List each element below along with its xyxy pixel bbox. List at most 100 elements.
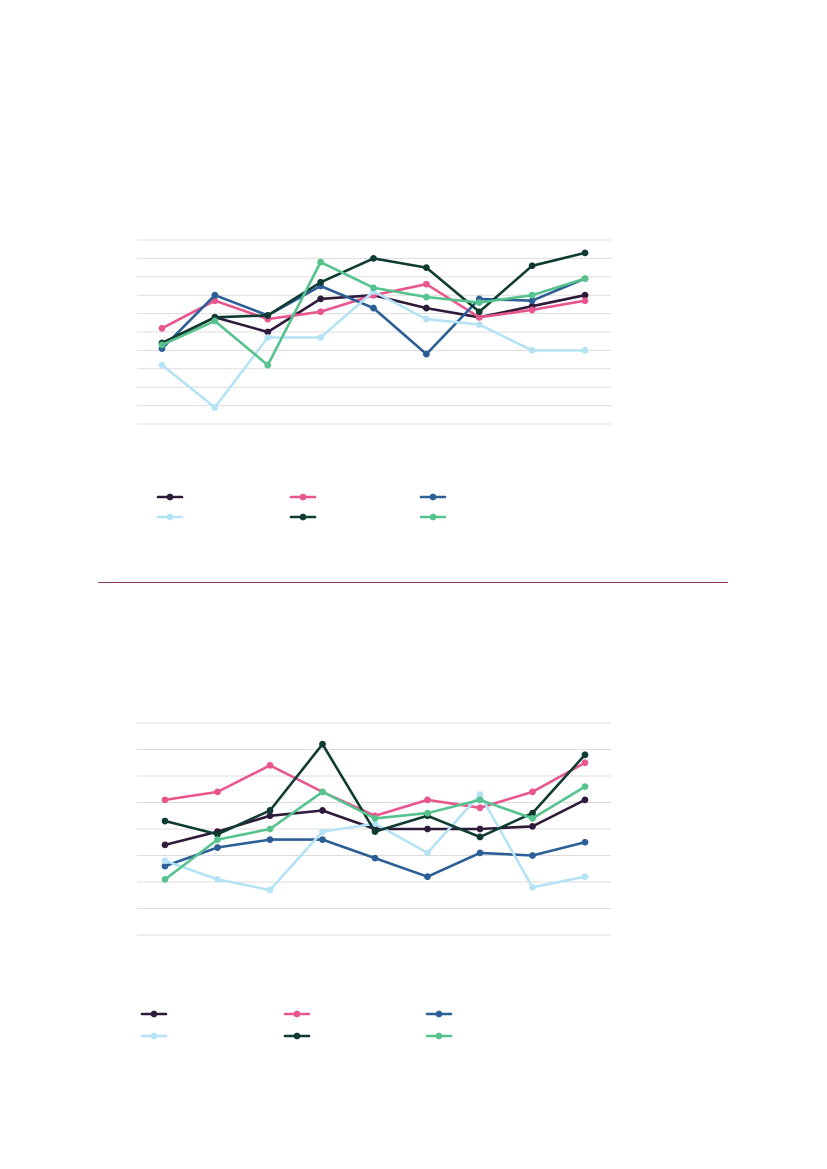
data-point <box>266 886 274 894</box>
data-point <box>370 284 377 292</box>
data-point <box>528 262 536 270</box>
data-point <box>158 361 166 369</box>
data-point <box>319 788 326 796</box>
legend-dot <box>293 1010 301 1018</box>
data-point <box>476 804 484 812</box>
legend-marker-6 <box>419 513 447 521</box>
legend-dot <box>150 1010 158 1018</box>
data-point <box>264 312 272 319</box>
series-line-2 <box>161 759 589 820</box>
data-point <box>266 836 274 843</box>
series-line-6 <box>158 258 589 369</box>
data-point <box>211 291 219 299</box>
line-chart-2 <box>137 722 611 1040</box>
data-point <box>161 841 169 849</box>
legend-marker-6 <box>425 1032 453 1040</box>
data-point <box>581 291 589 299</box>
data-point <box>214 844 221 851</box>
legend-dot <box>166 513 174 521</box>
series-path <box>163 793 587 892</box>
data-point <box>581 759 589 767</box>
data-point <box>528 297 536 305</box>
data-point <box>422 304 430 312</box>
data-point <box>214 875 221 883</box>
series-path <box>163 761 587 818</box>
data-point <box>581 838 589 846</box>
data-point <box>424 796 431 804</box>
data-point <box>422 264 430 271</box>
legend-marker-1 <box>156 493 184 501</box>
data-point <box>214 788 221 796</box>
data-point <box>317 295 325 303</box>
data-point <box>158 341 166 349</box>
data-point <box>424 809 431 817</box>
section-divider <box>98 582 728 583</box>
data-point <box>528 347 536 354</box>
data-point <box>371 820 379 828</box>
series-line-4 <box>158 288 589 411</box>
data-point <box>214 836 221 843</box>
data-point <box>581 249 589 257</box>
data-point <box>581 275 589 283</box>
data-point <box>581 297 589 305</box>
data-point <box>211 404 219 411</box>
data-point <box>266 812 274 820</box>
data-point <box>371 828 379 836</box>
data-point <box>528 291 536 299</box>
data-point <box>211 317 219 325</box>
data-point <box>475 308 483 316</box>
data-point <box>319 807 326 814</box>
legend-marker-2 <box>283 1010 311 1018</box>
data-point <box>581 751 589 759</box>
data-point <box>317 278 325 286</box>
data-point <box>529 852 536 859</box>
data-point <box>158 324 166 332</box>
data-point <box>161 875 169 883</box>
series-line-6 <box>161 783 589 883</box>
data-point <box>317 334 325 341</box>
data-point <box>424 849 431 857</box>
data-point <box>211 297 219 305</box>
data-point <box>371 815 379 822</box>
line-chart-1 <box>137 239 611 521</box>
data-point <box>476 833 484 841</box>
data-point <box>529 788 536 796</box>
data-point <box>266 807 274 814</box>
data-point <box>529 883 536 891</box>
data-point <box>319 828 326 836</box>
data-point <box>581 873 589 881</box>
data-point <box>370 255 377 262</box>
series-path <box>160 293 587 345</box>
legend-dot <box>429 513 437 521</box>
data-point <box>264 361 272 369</box>
data-point <box>424 873 431 881</box>
legend-marker-3 <box>425 1010 453 1018</box>
data-point <box>529 822 536 830</box>
data-point <box>422 315 430 323</box>
series-line-4 <box>161 791 589 894</box>
data-point <box>266 762 274 769</box>
data-point <box>475 299 483 306</box>
series-line-2 <box>158 280 589 332</box>
data-point <box>476 825 484 833</box>
data-point <box>264 328 272 336</box>
data-point <box>319 836 326 843</box>
data-point <box>581 347 589 354</box>
data-point <box>476 849 484 857</box>
data-point <box>424 825 431 833</box>
data-point <box>371 854 379 862</box>
legend-marker-5 <box>283 1032 311 1040</box>
legend-marker-3 <box>419 493 447 501</box>
legend-dot <box>435 1032 443 1040</box>
data-point <box>529 815 536 822</box>
gridlines <box>137 239 611 425</box>
data-point <box>161 817 169 825</box>
legend-marker-4 <box>156 513 184 521</box>
series-line-5 <box>158 249 589 347</box>
data-point <box>214 830 221 838</box>
data-point <box>319 740 326 748</box>
data-point <box>528 306 536 314</box>
data-point <box>161 862 169 870</box>
data-point <box>422 293 430 301</box>
data-point <box>476 796 484 804</box>
